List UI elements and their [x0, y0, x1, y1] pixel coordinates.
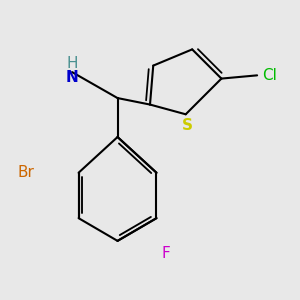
- Text: Cl: Cl: [262, 68, 277, 83]
- Text: S: S: [182, 118, 193, 133]
- Text: Br: Br: [18, 165, 34, 180]
- Text: F: F: [162, 246, 170, 261]
- Text: H: H: [66, 56, 78, 71]
- Text: N: N: [66, 70, 79, 85]
